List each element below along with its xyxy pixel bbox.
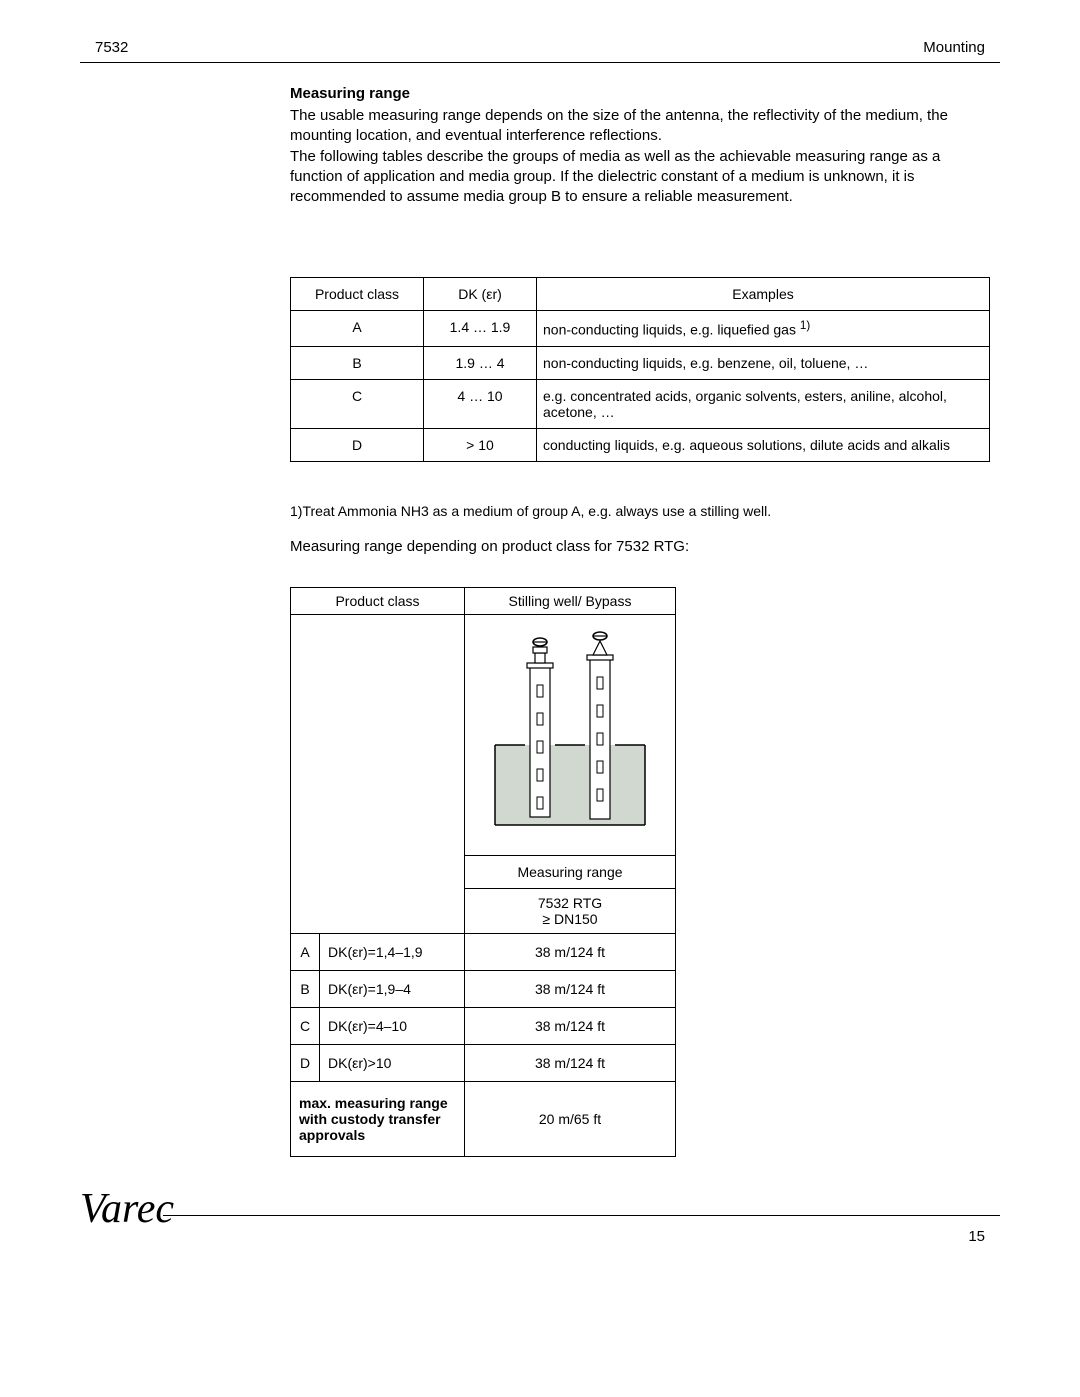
table2-max-row: max. measuring range with custody transf… (291, 1082, 676, 1157)
page-number: 15 (968, 1228, 985, 1245)
col-product-class: Product class (291, 278, 424, 311)
paragraph-2: The following tables describe the groups… (290, 147, 990, 208)
cell-example: non-conducting liquids, e.g. benzene, oi… (537, 346, 990, 379)
cell-range: 38 m/124 ft (465, 971, 676, 1008)
cell-dk: 1.9 … 4 (424, 346, 537, 379)
body-text: Measuring range The usable measuring ran… (290, 85, 990, 207)
table2-hdr-left: Product class (291, 588, 465, 615)
max-value: 20 m/65 ft (465, 1082, 676, 1157)
header-section: Mounting (923, 39, 985, 56)
product-class-table: Product class DK (εr) Examples A 1.4 … 1… (290, 277, 990, 462)
table2-header: Product class Stilling well/ Bypass (291, 588, 676, 615)
model-cell: 7532 RTG ≥ DN150 (465, 889, 676, 934)
paragraph-1: The usable measuring range depends on th… (290, 106, 990, 147)
footer-rule (163, 1215, 1000, 1216)
cell-class: D (291, 1045, 320, 1082)
cell-example: conducting liquids, e.g. aqueous solutio… (537, 428, 990, 461)
cell-class: B (291, 346, 424, 379)
cell-class: A (291, 934, 320, 971)
table2-hdr-right: Stilling well/ Bypass (465, 588, 676, 615)
cell-range: 38 m/124 ft (465, 934, 676, 971)
table2-figure-row (291, 615, 676, 856)
measuring-range-table: Product class Stilling well/ Bypass (290, 587, 676, 1157)
footnote: 1)Treat Ammonia NH3 as a medium of group… (290, 503, 771, 519)
sub-caption: Measuring range depending on product cla… (290, 538, 689, 555)
measuring-range-label: Measuring range (465, 856, 676, 889)
cell-class: B (291, 971, 320, 1008)
table-row: B DK(εr)=1,9–4 38 m/124 ft (291, 971, 676, 1008)
table-row: A DK(εr)=1,4–1,9 38 m/124 ft (291, 934, 676, 971)
cell-dk: DK(εr)>10 (320, 1045, 465, 1082)
table-row: D > 10 conducting liquids, e.g. aqueous … (291, 428, 990, 461)
max-label: max. measuring range with custody transf… (291, 1082, 465, 1157)
header-rule (80, 62, 1000, 63)
cell-dk: DK(εr)=1,4–1,9 (320, 934, 465, 971)
section-title: Measuring range (290, 85, 990, 102)
cell-class: C (291, 379, 424, 428)
cell-dk: 4 … 10 (424, 379, 537, 428)
cell-dk: DK(εr)=1,9–4 (320, 971, 465, 1008)
cell-class: A (291, 311, 424, 347)
cell-class: D (291, 428, 424, 461)
table-row: C DK(εr)=4–10 38 m/124 ft (291, 1008, 676, 1045)
col-examples: Examples (537, 278, 990, 311)
table-row: B 1.9 … 4 non-conducting liquids, e.g. b… (291, 346, 990, 379)
table-row: A 1.4 … 1.9 non-conducting liquids, e.g.… (291, 311, 990, 347)
cell-class: C (291, 1008, 320, 1045)
col-dk: DK (εr) (424, 278, 537, 311)
cell-range: 38 m/124 ft (465, 1045, 676, 1082)
brand-logo: Varec (80, 1185, 174, 1233)
cell-dk: 1.4 … 1.9 (424, 311, 537, 347)
cell-range: 38 m/124 ft (465, 1008, 676, 1045)
table-row: C 4 … 10 e.g. concentrated acids, organi… (291, 379, 990, 428)
table-header: Product class DK (εr) Examples (291, 278, 990, 311)
table-row: D DK(εr)>10 38 m/124 ft (291, 1045, 676, 1082)
stilling-well-icon (485, 625, 655, 845)
header-model: 7532 (95, 39, 128, 56)
cell-example: non-conducting liquids, e.g. liquefied g… (537, 311, 990, 347)
cell-dk: > 10 (424, 428, 537, 461)
cell-dk: DK(εr)=4–10 (320, 1008, 465, 1045)
cell-example: e.g. concentrated acids, organic solvent… (537, 379, 990, 428)
